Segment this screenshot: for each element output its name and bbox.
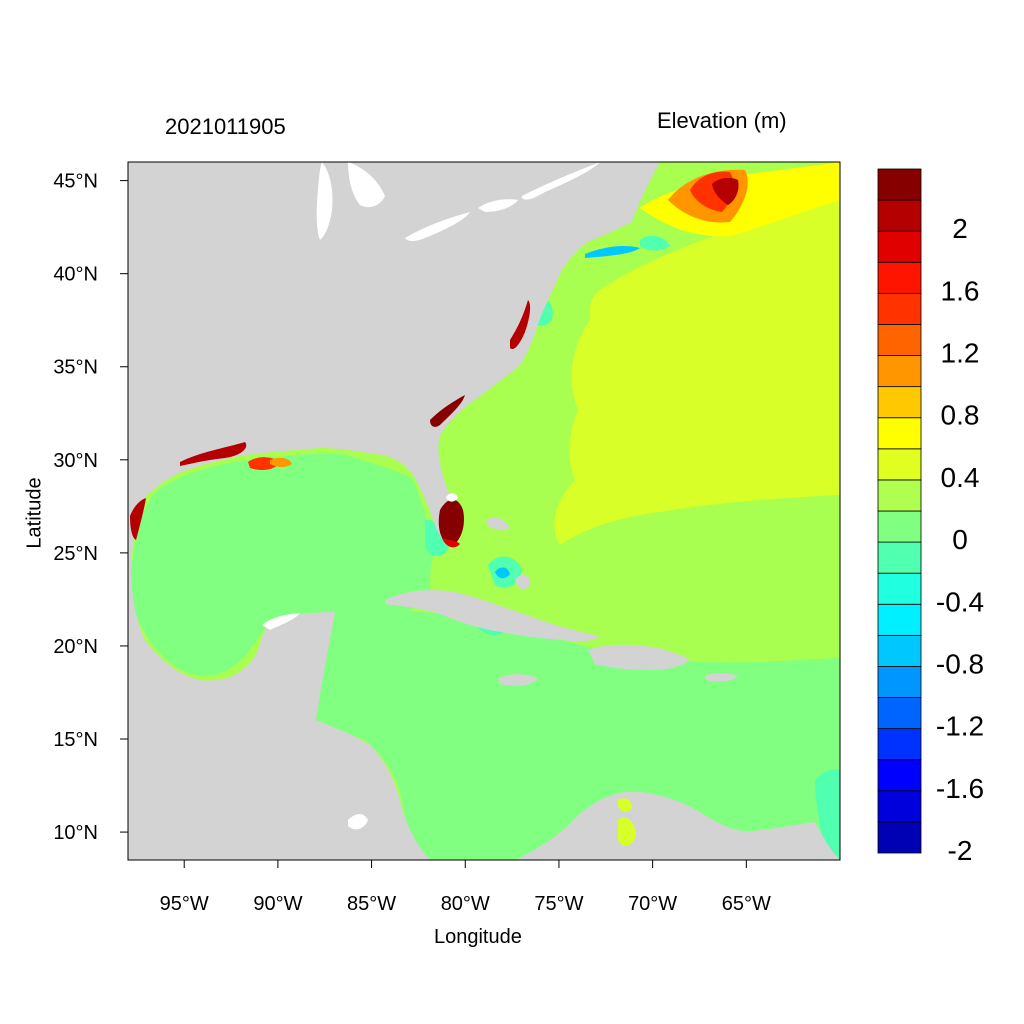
colorbar-label: 2: [952, 213, 968, 244]
bahamas-islands: [515, 574, 531, 590]
colorbar-label: -1.2: [936, 711, 984, 742]
atlantic-coast-surge: [510, 300, 531, 350]
colorbar-label: -0.8: [936, 648, 984, 679]
lake-okeechobee: [446, 493, 458, 502]
colorbar-swatch: [877, 355, 922, 388]
gulf-of-mexico-water: [130, 453, 436, 676]
x-tick-label: 90°W: [253, 893, 302, 915]
x-axis-label: Longitude: [434, 926, 522, 948]
colorbar-swatch: [877, 168, 922, 201]
long-island-sound-low: [585, 246, 640, 258]
jamaica-island: [498, 674, 538, 686]
colorbar-label: 0: [952, 524, 968, 555]
northeast-surge-peak: [712, 177, 739, 205]
colorbar-swatch: [877, 292, 922, 325]
cuba-island: [385, 590, 600, 642]
cape-cod-low: [640, 235, 670, 251]
lake-erie: [405, 212, 470, 241]
y-axis-label: Latitude: [23, 477, 46, 549]
colorbar-label: -0.4: [936, 586, 984, 617]
caribbean-sea-water: [312, 610, 840, 860]
colorbar-swatch: [877, 479, 922, 512]
map-area: [128, 162, 840, 860]
louisiana-coast-orange: [270, 457, 292, 467]
y-tick-label: 35°N: [53, 357, 98, 379]
colorbar-label: 1.6: [941, 275, 980, 306]
colorbar-swatch: [877, 821, 922, 854]
carolina-coast-surge: [430, 395, 465, 427]
lake-nicaragua: [348, 814, 368, 830]
lake-huron: [348, 162, 385, 208]
eastern-caribbean-low: [815, 769, 840, 860]
lake-michigan: [316, 162, 333, 240]
lake-maracaibo: [618, 817, 636, 846]
north-america-land: [128, 162, 660, 860]
south-america-land: [515, 791, 840, 860]
colorbar-swatch: [877, 324, 922, 356]
y-tick-label: 15°N: [53, 729, 98, 751]
colorbar-swatch: [877, 261, 922, 294]
texas-coast-surge: [130, 498, 146, 540]
open-atlantic-high-region: [554, 200, 840, 545]
gulf-of-venezuela: [618, 798, 632, 812]
mississippi-coast-surge: [180, 442, 247, 466]
puerto-rico-island: [705, 673, 738, 682]
x-tick-label: 85°W: [347, 893, 396, 915]
y-tick-label: 10°N: [53, 822, 98, 844]
bahamas-andros-island: [486, 517, 510, 531]
x-tick-label: 65°W: [722, 893, 771, 915]
bahamas-very-low-area: [495, 567, 510, 579]
colorbar-swatch: [877, 448, 922, 481]
colorbar-swatch: [877, 386, 922, 419]
st-lawrence-river: [522, 162, 600, 200]
map-frame: [127, 161, 841, 861]
y-tick-label: 30°N: [53, 450, 98, 472]
colorbar-label: -1.6: [936, 773, 984, 804]
colorbar-swatch: [877, 603, 922, 636]
colorbar-swatch: [877, 790, 922, 823]
colorbar-label: 0.8: [941, 400, 980, 431]
florida-surge-edge: [442, 538, 460, 548]
colorbar-swatch: [877, 510, 922, 543]
colorbar-swatch: [877, 728, 922, 761]
florida-surge-peak: [438, 499, 464, 546]
y-tick-label: 45°N: [53, 171, 98, 193]
colorbar-label: 1.2: [941, 338, 980, 369]
colorbar-swatch: [877, 541, 922, 574]
colorbar-swatch: [877, 634, 922, 667]
colorbar-swatch: [877, 230, 922, 263]
florida-keys-low: [425, 519, 450, 556]
colorbar-swatch: [877, 572, 922, 605]
timestamp-title: 2021011905: [165, 114, 286, 139]
x-tick-label: 70°W: [628, 893, 677, 915]
x-tick-label: 75°W: [534, 893, 583, 915]
x-tick-label: 95°W: [160, 893, 209, 915]
lake-ontario: [478, 199, 518, 212]
variable-title: Elevation (m): [657, 108, 787, 133]
y-tick-label: 20°N: [53, 636, 98, 658]
colorbar-swatch: [877, 759, 922, 792]
colorbar-label: -2: [948, 835, 973, 866]
hispaniola-island: [588, 644, 690, 670]
colorbar-swatch: [877, 697, 922, 730]
colorbar-swatch: [877, 417, 922, 450]
x-tick-label: 80°W: [441, 893, 490, 915]
colorbar-swatch: [877, 666, 922, 698]
y-tick-label: 25°N: [53, 543, 98, 565]
x-axis-ticks: 95°W 90°W 85°W 80°W 75°W 70°W 65°W: [160, 860, 771, 915]
y-tick-label: 40°N: [53, 264, 98, 286]
yucatan-coast-strip: [262, 613, 300, 630]
colorbar-label: 0.4: [941, 462, 980, 493]
colorbar: 2 1.6 1.2 0.8 0.4 0 -0.4 -0.8 -1.2 -1.6 -2: [877, 168, 984, 866]
y-axis-ticks: 45°N 40°N 35°N 30°N 25°N 20°N 15°N 10°N: [53, 171, 128, 844]
colorbar-swatch: [877, 199, 922, 232]
